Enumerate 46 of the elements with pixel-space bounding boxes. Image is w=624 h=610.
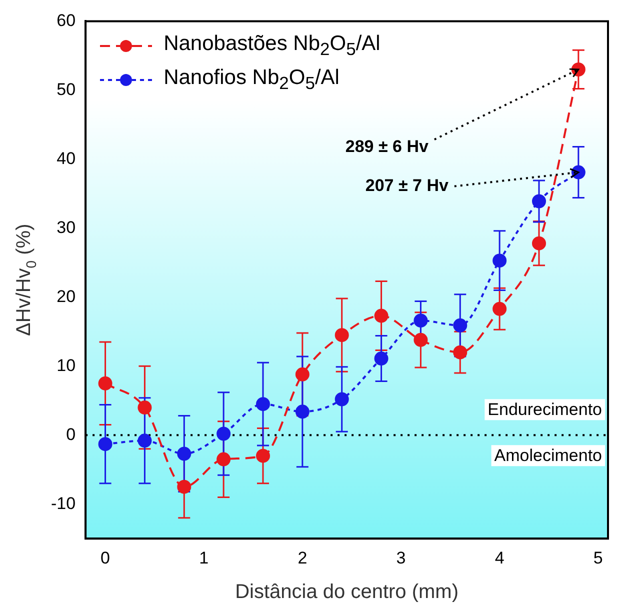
x-tick-label: 5	[593, 548, 603, 568]
point	[532, 236, 546, 250]
point	[492, 302, 507, 316]
point	[492, 254, 507, 268]
x-tick-label: 0	[100, 548, 110, 568]
y-tick-label: 50	[56, 80, 76, 99]
y-tick-label: -10	[50, 494, 76, 513]
point	[177, 480, 192, 494]
x-tick-label: 3	[396, 548, 406, 568]
annotation: 207 ± 7 Hv	[365, 176, 449, 195]
point	[374, 352, 388, 366]
point	[216, 426, 231, 441]
y-axis-title: ΔHv/Hv0 (%)	[13, 224, 39, 336]
y-tick-label: 60	[56, 10, 76, 30]
point	[256, 397, 270, 412]
point	[295, 404, 310, 419]
point	[138, 434, 152, 448]
legend-label: Nanofios Nb$_{2}$O$_{5}$/Al	[164, 66, 340, 94]
annotation: Endurecimento	[488, 400, 602, 420]
point	[138, 400, 152, 415]
point	[216, 452, 231, 466]
point	[295, 367, 310, 382]
x-tick-label: 2	[298, 548, 308, 568]
legend-label: Nanobastões Nb$_{2}$O$_{5}$/Al	[164, 32, 380, 60]
point	[414, 314, 428, 328]
point	[256, 448, 270, 463]
point	[414, 332, 428, 347]
point	[98, 437, 112, 452]
x-tick-label: 4	[494, 548, 504, 568]
y-tick-label: 30	[56, 218, 76, 237]
point	[334, 392, 349, 406]
point	[177, 446, 192, 461]
y-tick-label: 0	[66, 424, 76, 444]
x-axis-title: Distância do centro (mm)	[235, 581, 458, 603]
point	[453, 345, 468, 360]
y-tick-label: 10	[56, 356, 76, 375]
point	[453, 318, 468, 332]
annotation: Amolecimento	[494, 446, 602, 466]
point	[334, 328, 349, 342]
point	[98, 376, 112, 390]
point	[374, 308, 388, 323]
annotation: 289 ± 6 Hv	[345, 137, 429, 156]
point	[532, 194, 546, 208]
y-tick-label: 20	[56, 286, 76, 306]
y-tick-label: 40	[56, 148, 76, 168]
x-tick-label: 1	[199, 548, 209, 568]
